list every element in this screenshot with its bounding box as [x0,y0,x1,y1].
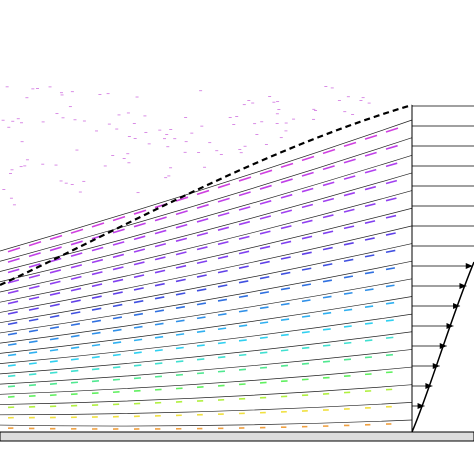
dash [386,303,394,304]
dash [50,361,58,362]
dash [197,331,205,332]
dash [239,369,246,370]
dash [281,319,289,320]
dash [155,350,163,351]
dash [302,316,310,317]
dash [323,329,331,330]
dash [134,352,142,353]
dash [218,371,225,372]
plate [0,432,474,441]
dash [344,359,351,360]
dash [218,342,226,343]
dash [155,376,162,377]
dash [344,343,351,344]
dash [344,326,352,327]
dash [239,355,246,356]
dash [197,359,204,360]
dash [71,371,78,372]
dash [113,342,121,343]
dash [386,320,394,321]
dash [92,369,99,370]
dash [92,381,99,382]
dash [113,355,121,356]
dash [29,374,36,375]
dash [239,340,247,341]
dash [260,322,268,323]
dash [323,361,330,362]
dash [302,363,309,364]
dash [176,347,184,348]
dash [155,363,162,364]
dash [8,365,16,366]
dash [281,350,288,351]
dash [176,361,183,362]
dash [50,350,58,351]
dash [365,340,372,341]
dash [71,382,78,383]
dash [260,337,268,338]
dash [50,384,57,385]
dash [155,337,163,338]
dash [281,335,289,336]
dash [197,373,204,374]
dash [92,345,100,346]
dash [218,357,225,358]
dash [302,332,310,333]
dash [134,365,141,366]
dash [197,345,205,346]
dash [113,367,120,368]
dash [323,313,331,314]
dash [386,337,393,338]
dash [8,354,16,355]
dash [239,325,247,326]
dash [134,339,142,340]
dash [8,386,15,387]
dash [218,328,226,329]
dash [302,348,309,349]
dash [365,306,373,307]
dash [92,357,100,358]
dash [323,345,330,346]
dash [176,375,183,376]
dash [8,376,15,377]
flow-figure [0,0,474,474]
dash [176,334,184,335]
dash [71,359,79,360]
dash [344,309,352,310]
dash [386,355,393,356]
dash [71,347,79,348]
dash [260,367,267,368]
dash [260,352,267,353]
dash [50,372,57,373]
dash [29,363,37,364]
dash [281,365,288,366]
dash [29,385,36,386]
dash [29,352,37,353]
dash [365,357,372,358]
dash [113,379,120,380]
dash [134,378,141,379]
dash [365,323,373,324]
